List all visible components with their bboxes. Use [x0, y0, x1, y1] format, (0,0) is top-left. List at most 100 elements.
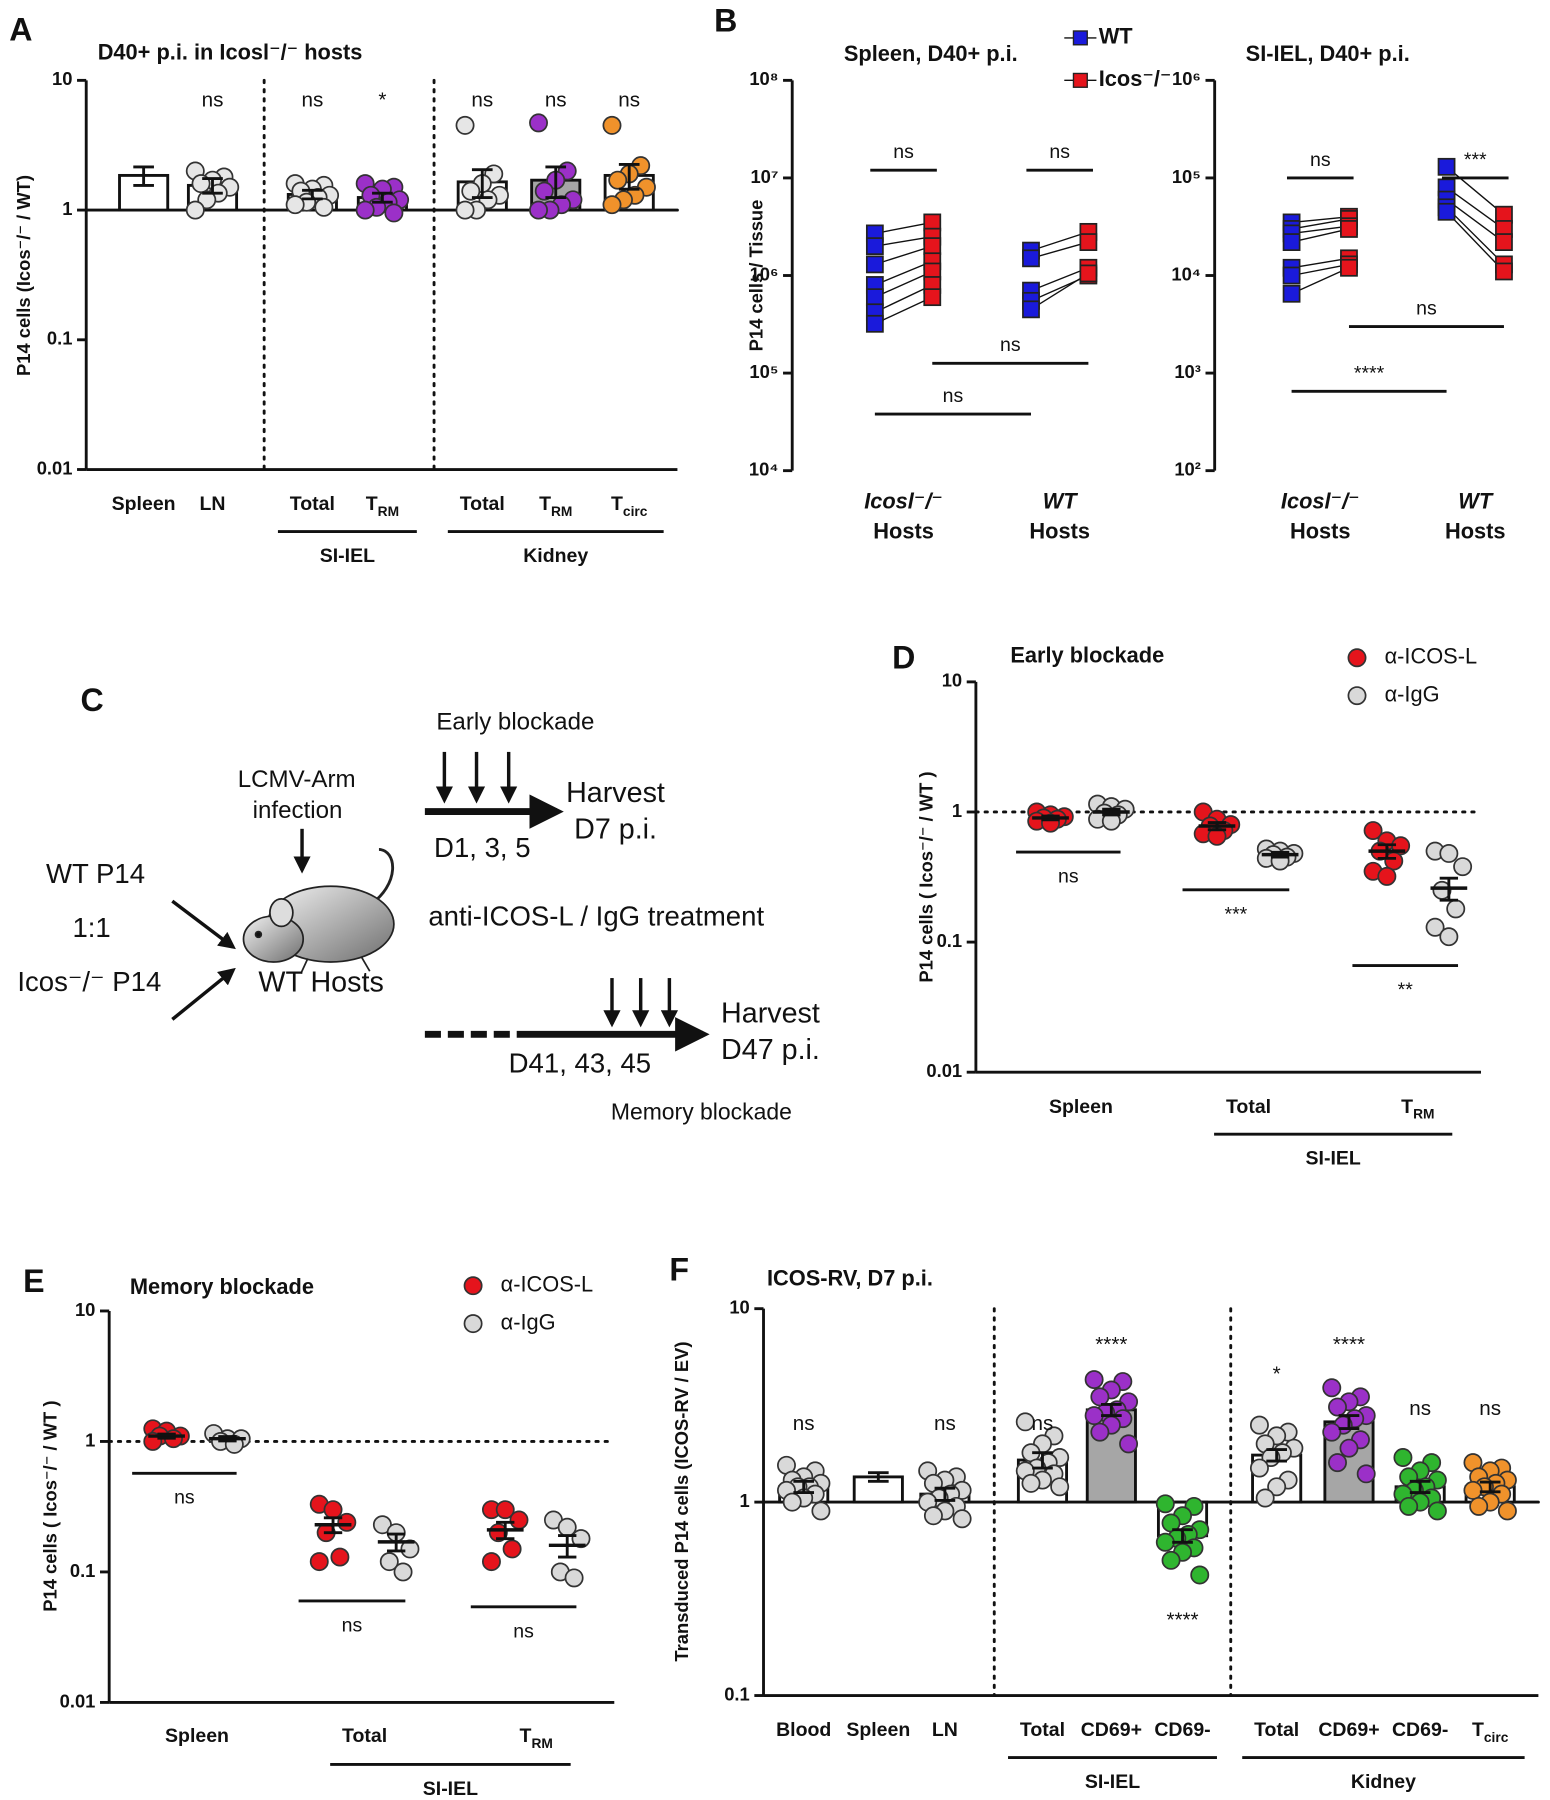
data-point [1446, 899, 1466, 919]
significance-label: ns [342, 1614, 363, 1636]
category-label: Total [1020, 1719, 1065, 1741]
category-label: Spleen [112, 493, 176, 515]
data-point [1161, 1550, 1181, 1570]
data-point [1021, 1473, 1041, 1493]
category-label: Icosl⁻/⁻ [1281, 489, 1360, 514]
significance-label: **** [1095, 1333, 1127, 1356]
infection-label: infection [253, 797, 343, 824]
y-axis-label: P14 cells / Tissue [746, 200, 767, 352]
pair-line [1446, 166, 1505, 216]
category-label-subscript: circ [1484, 1730, 1509, 1745]
data-point [1249, 1415, 1269, 1435]
data-point [355, 200, 375, 220]
data-point [509, 1510, 529, 1530]
y-tick-label: 10² [1174, 459, 1201, 480]
y-axis-label: P14 cells ( Icos⁻/⁻ / WT ) [40, 1401, 61, 1612]
data-point [185, 200, 205, 220]
y-tick-label: 10⁴ [1171, 263, 1201, 284]
y-tick-label: 10 [52, 68, 72, 89]
chart-title: Early blockade [1010, 642, 1164, 667]
significance-label: ns [471, 88, 493, 111]
pair-line [1446, 186, 1505, 230]
data-point [1249, 1458, 1269, 1478]
data-point [502, 1539, 522, 1559]
legend-label: α-IgG [1385, 681, 1440, 706]
legend-marker [1347, 686, 1367, 706]
significance-label: ns [301, 88, 323, 111]
significance-label: ns [513, 1620, 534, 1642]
harvest-day: D7 p.i. [574, 814, 657, 846]
pair-line [1291, 225, 1350, 235]
legend-label: α-ICOS-L [501, 1271, 594, 1296]
pair-line [1291, 267, 1350, 295]
category-label-subscript: circ [623, 504, 648, 519]
data-point [285, 195, 305, 215]
chart-title: ICOS-RV, D7 p.i. [767, 1266, 933, 1291]
y-tick-label: 0.1 [47, 328, 73, 349]
diagram: C Early blockade Harvest D7 p.i. D1, 3, … [17, 682, 820, 1125]
mouse-icon [242, 848, 395, 974]
pair-line [1446, 199, 1505, 243]
data-point [1393, 1448, 1413, 1467]
significance-label: ns [1409, 1397, 1431, 1420]
significance-label: ns [1049, 141, 1070, 163]
early-arrows [435, 751, 518, 804]
significance-label: ns [943, 385, 964, 407]
data-point [1439, 927, 1459, 947]
category-label: Total [1254, 1719, 1299, 1741]
category-sublabel: Hosts [873, 518, 934, 543]
category-label: Tcirc [611, 493, 648, 518]
data-point [1340, 258, 1358, 277]
section-label: SI-IEL [423, 1778, 478, 1800]
data-point [1282, 233, 1301, 251]
data-point [1497, 1501, 1517, 1521]
dose-days: D41, 43, 45 [509, 1048, 651, 1079]
data-point [1090, 1387, 1110, 1407]
pair-line [874, 236, 933, 247]
category-label-text: CD69+ [1081, 1719, 1142, 1741]
pair-line [1030, 272, 1089, 310]
category-label-text: CD69+ [1318, 1719, 1379, 1741]
pair-line [874, 221, 933, 235]
pair-line [1446, 211, 1505, 272]
chart-title: D40+ p.i. in Icosl⁻/⁻ hosts [98, 40, 363, 65]
data-point [379, 1552, 399, 1572]
pair-line [1030, 241, 1089, 259]
harvest-day: D47 p.i. [721, 1034, 820, 1066]
data-point [337, 1512, 357, 1532]
category-label-text: LN [200, 493, 226, 515]
data-point [811, 1501, 831, 1521]
data-point [1439, 843, 1459, 863]
data-point [455, 115, 475, 135]
section-label: Kidney [523, 545, 588, 567]
category-label: Total [290, 493, 335, 515]
y-tick-label: 10 [729, 1297, 749, 1318]
data-point [529, 113, 548, 133]
pair-line [1291, 263, 1350, 277]
data-point [1363, 821, 1383, 841]
memory-arrows [603, 978, 678, 1028]
significance-label: ns [1416, 297, 1437, 319]
data-point [461, 181, 481, 201]
data-point [1267, 1477, 1287, 1497]
data-point [1322, 1378, 1342, 1398]
dose-days: D1, 3, 5 [434, 832, 530, 863]
section-label: SI-IEL [1306, 1148, 1361, 1170]
category-label: Spleen [1049, 1096, 1113, 1118]
y-tick-label: 10⁸ [749, 68, 778, 89]
legend-label: α-ICOS-L [1385, 644, 1478, 669]
category-label-subscript: RM [531, 1735, 552, 1750]
y-tick-label: 10⁵ [749, 361, 778, 382]
category-label: Total [342, 1725, 387, 1747]
significance-label: ns [893, 141, 914, 163]
category-label-subscript: RM [1413, 1106, 1434, 1121]
y-axis-label: P14 cells ( Icos⁻/⁻ / WT ) [916, 771, 937, 982]
category-label-text: Blood [776, 1719, 831, 1741]
significance-label: ns [1479, 1397, 1501, 1420]
input-label: 1:1 [72, 912, 110, 943]
category-label-text: T [366, 493, 378, 515]
section-label: SI-IEL [1085, 1771, 1140, 1793]
legend-marker [1347, 648, 1367, 668]
data-point [1437, 202, 1456, 221]
y-axis-label: P14 cells (Icos⁻/⁻ / WT) [13, 175, 34, 376]
